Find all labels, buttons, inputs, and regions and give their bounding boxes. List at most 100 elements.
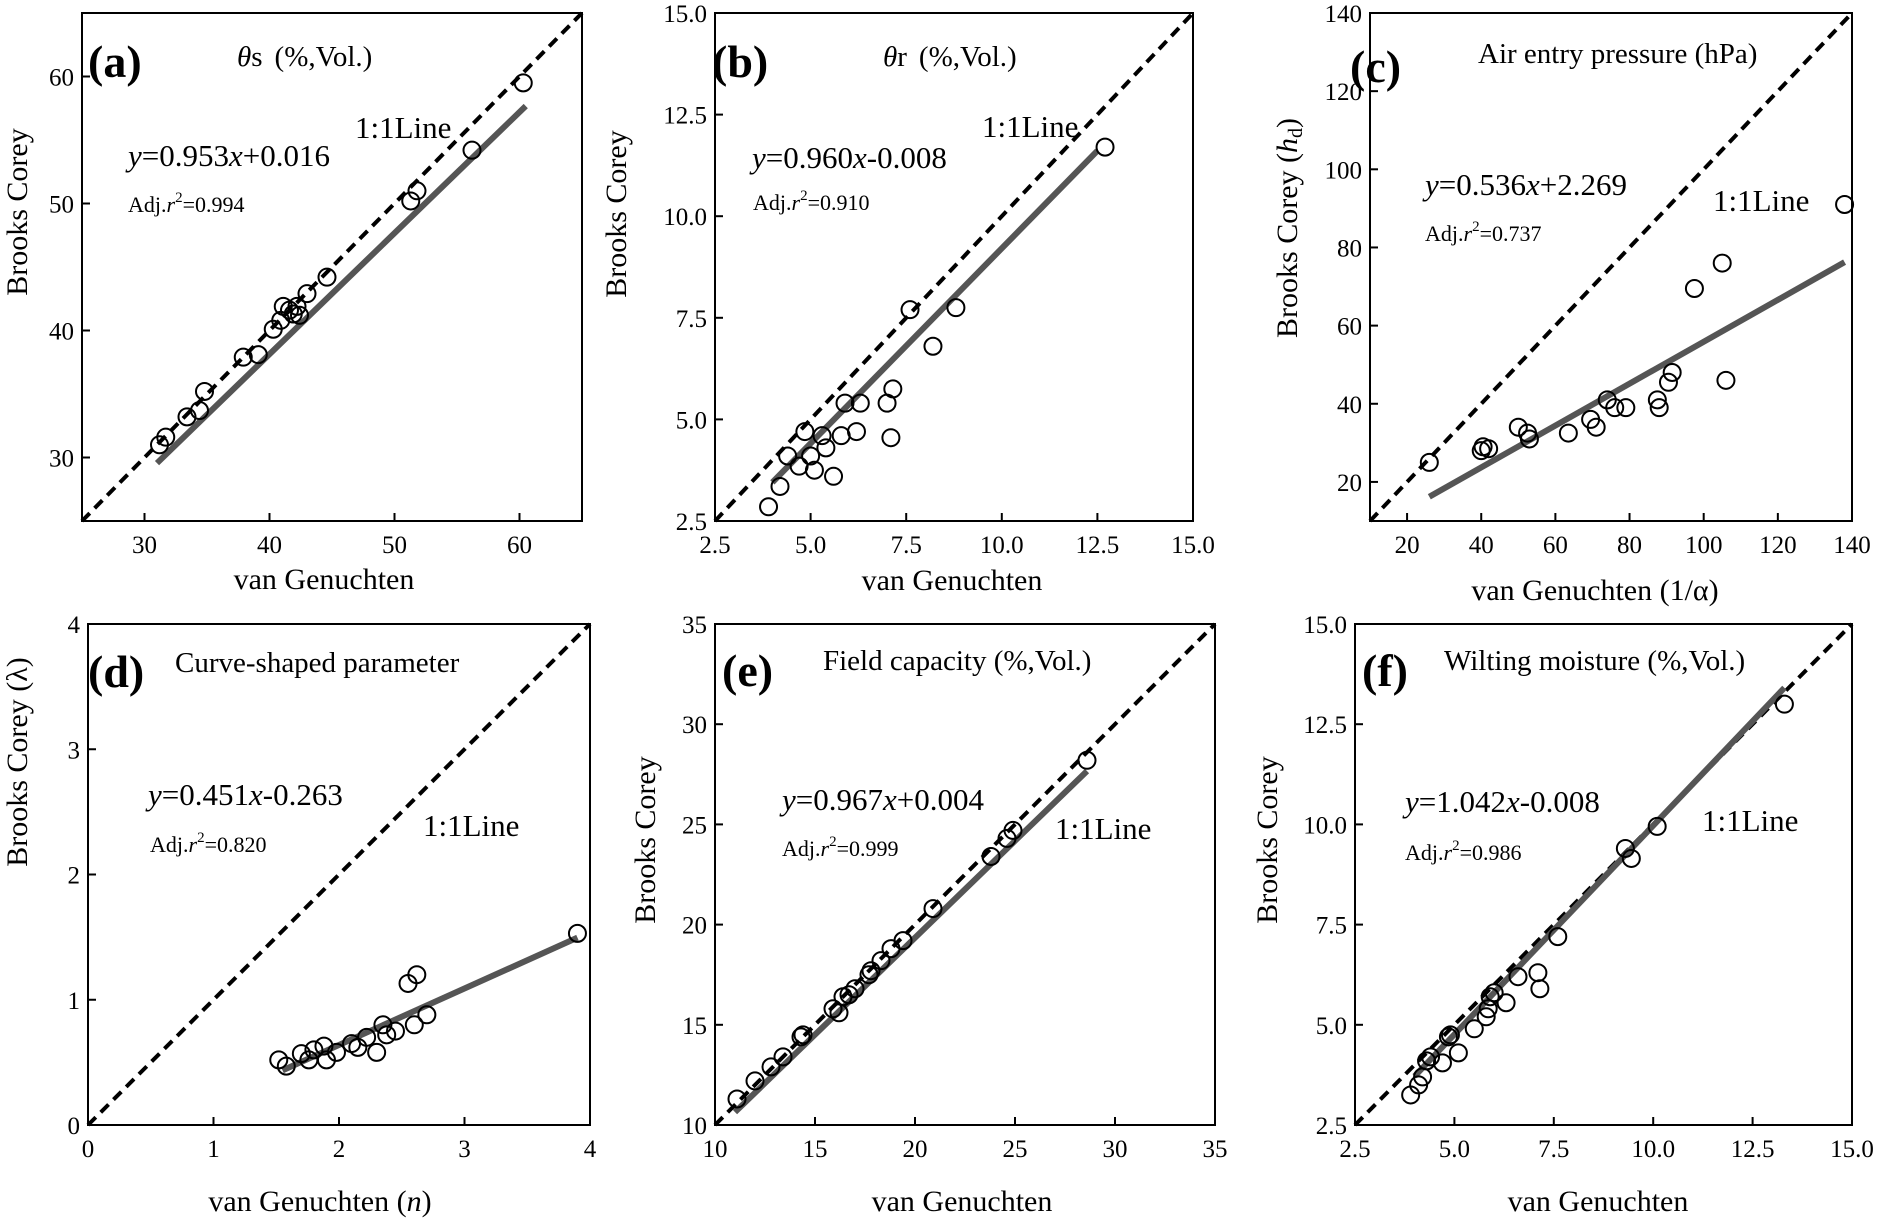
panel-f-one-to-one-label: 1:1Line [1702, 803, 1798, 838]
panel-e-xlabel: van Genuchten [872, 1185, 1053, 1218]
panel-d-adj-r2: Adj.r2=0.820 [150, 830, 266, 857]
panel-f-xtick-label: 5.0 [1439, 1136, 1470, 1163]
panel-c-point [1508, 417, 1528, 437]
panel-b-adj-r: r [792, 190, 801, 215]
panel-d-adj-value: =0.820 [205, 832, 267, 857]
panel-e-point [981, 846, 1001, 866]
panel-e-point [823, 999, 843, 1019]
panel-e-adj-r: r [821, 836, 830, 861]
panel-a-eq-var: y [125, 138, 142, 173]
panel-b-title-rest: (%,Vol.) [919, 41, 1017, 73]
panel-c-ytick-label: 60 [1337, 314, 1362, 341]
panel-b-point [759, 497, 779, 517]
panel-e-plot: 10 15 20 25 30 35 10 15 20 25 30 35 [682, 612, 1228, 1163]
panel-e-eq-x: x [882, 782, 897, 817]
panel-f-point [1438, 1027, 1458, 1047]
panel-d-eq-var: y [145, 777, 162, 812]
panel-f-xtick-label: 2.5 [1339, 1136, 1370, 1163]
panel-b-xtick-label: 12.5 [1076, 532, 1120, 559]
panel-e-ytick-label: 30 [682, 712, 707, 739]
panel-f-adj-r: r [1444, 840, 1453, 865]
panel-d-xlabel-main: van Genuchten ( [208, 1185, 406, 1218]
panel-f-xtick-label: 10.0 [1631, 1136, 1675, 1163]
panel-b-frame [714, 12, 1194, 522]
panel-b-xtick-label: 2.5 [699, 532, 730, 559]
panel-f-point [1448, 1043, 1468, 1063]
panel-a-point [317, 267, 337, 287]
panel-e-eq-var: y [779, 782, 796, 817]
panel-d-xtick-label: 2 [333, 1136, 346, 1163]
panel-c-one-to-one-line [1368, 11, 1854, 523]
panel-a-eq-end: +0.016 [243, 138, 330, 173]
panel-f-title: Wilting moisture (%,Vol.) [1444, 645, 1745, 677]
panel-c-title: Air entry pressure (hPa) [1478, 38, 1757, 70]
panel-c-xtick-label: 80 [1617, 532, 1642, 559]
panel-c-point [1519, 429, 1539, 449]
panel-a-one-to-one-label: 1:1Line [355, 110, 451, 145]
panel-f-eq-x: x [1505, 784, 1520, 819]
panel-f-eq-mid: =1.042 [1419, 784, 1506, 819]
panel-f: 2.5 5.0 7.5 10.0 12.5 15.0 2.5 5.0 7.5 10.0 12.5 15… [1251, 612, 1874, 1218]
panel-b-point [831, 426, 851, 446]
panel-b-point [804, 460, 824, 480]
panel-a-ylabel: Brooks Corey [1, 128, 34, 296]
panel-e-point [793, 1025, 813, 1045]
panel-c-ytick-label: 140 [1325, 1, 1363, 28]
panel-c-point [1835, 194, 1855, 214]
panel-d-point [377, 1025, 397, 1045]
panel-d-point [367, 1042, 387, 1062]
panel-a-point [233, 347, 253, 367]
panel-d-point [348, 1037, 368, 1057]
panel-c-adj-exp: 2 [1472, 219, 1480, 235]
panel-d-adj-prefix: Adj. [150, 832, 189, 857]
panel-d-label: (d) [88, 646, 144, 697]
panel-e-xtick-label: 20 [903, 1136, 928, 1163]
panel-e-frame [714, 623, 1216, 1126]
panel-f-xtick-label: 15.0 [1830, 1136, 1874, 1163]
panel-f-adj-r2: Adj.r2=0.986 [1405, 838, 1521, 865]
panel-a-one-to-one-line [80, 11, 584, 523]
panel-a-point [156, 427, 176, 447]
panel-b-point [900, 300, 920, 320]
panel-d-point [304, 1040, 324, 1060]
panel-f-ytick-label: 5.0 [1316, 1013, 1347, 1040]
panel-a-adj-exp: 2 [175, 190, 183, 206]
panel-f-ylabel: Brooks Corey [1251, 756, 1284, 924]
panel-a-xtick-label: 50 [382, 532, 407, 559]
panel-c-point [1684, 278, 1704, 298]
panel-e-point [893, 931, 913, 951]
panel-c-point [1716, 370, 1736, 390]
panel-b-eq-x: x [852, 140, 867, 175]
panel-c-xtick-label: 60 [1543, 532, 1568, 559]
panel-e-point [845, 979, 865, 999]
panel-e-ylabel: Brooks Corey [629, 756, 662, 924]
panel-c-xtick-label: 40 [1469, 532, 1494, 559]
panel-e-adj-exp: 2 [829, 834, 837, 850]
panel-e-point [871, 951, 891, 971]
panel-a-ytick-label: 60 [49, 65, 74, 92]
panel-f-adj-prefix: Adj. [1405, 840, 1444, 865]
panel-d-xlabel-close: ) [422, 1185, 432, 1218]
panel-c-point [1605, 398, 1625, 418]
panel-e-xtick-label: 30 [1103, 1136, 1128, 1163]
panel-a-adj-prefix: Adj. [128, 192, 167, 217]
panel-c-xtick-label: 100 [1685, 532, 1723, 559]
panel-a-fit-line [154, 103, 528, 466]
panel-b-point [923, 336, 943, 356]
panel-a-point [177, 407, 197, 427]
panel-f-ytick-label: 10.0 [1303, 812, 1347, 839]
panel-c-ytick-label: 40 [1337, 392, 1362, 419]
panel-f-point [1484, 983, 1504, 1003]
panel-f-ytick-label: 15.0 [1303, 612, 1347, 639]
panel-a-point [290, 305, 309, 325]
panel-f-eq-end: -0.008 [1520, 784, 1600, 819]
panel-d-one-to-one-line [86, 622, 592, 1127]
panel-a-point [248, 345, 268, 365]
panel-e-point [1003, 820, 1023, 840]
panel-e-point [745, 1071, 765, 1091]
panel-e-eq-mid: =0.967 [796, 782, 883, 817]
panel-a-label: (a) [88, 36, 142, 87]
panel-a-eq-x: x [228, 138, 243, 173]
panel-a-frame [81, 12, 583, 522]
panel-e-xtick-label: 15 [803, 1136, 828, 1163]
